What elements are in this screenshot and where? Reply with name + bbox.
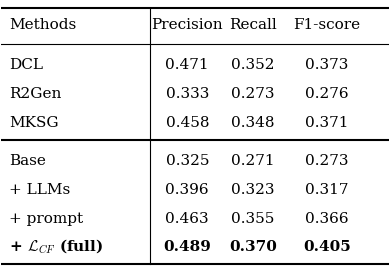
Text: 0.348: 0.348 [231,116,275,130]
Text: Recall: Recall [229,18,277,32]
Text: R2Gen: R2Gen [9,87,62,101]
Text: 0.489: 0.489 [163,240,211,254]
Text: 0.371: 0.371 [305,116,348,130]
Text: + LLMs: + LLMs [9,183,70,197]
Text: 0.276: 0.276 [305,87,349,101]
Text: Methods: Methods [9,18,76,32]
Text: 0.458: 0.458 [165,116,209,130]
Text: 0.352: 0.352 [231,58,275,72]
Text: 0.355: 0.355 [231,212,275,226]
Text: 0.325: 0.325 [165,154,209,168]
Text: 0.471: 0.471 [165,58,209,72]
Text: Base: Base [9,154,46,168]
Text: 0.370: 0.370 [229,240,277,254]
Text: 0.273: 0.273 [231,87,275,101]
Text: 0.366: 0.366 [305,212,349,226]
Text: 0.271: 0.271 [231,154,275,168]
Text: MKSG: MKSG [9,116,59,130]
Text: 0.405: 0.405 [303,240,351,254]
Text: 0.396: 0.396 [165,183,209,197]
Text: DCL: DCL [9,58,43,72]
Text: + $\mathcal{L}_{CF}$ (full): + $\mathcal{L}_{CF}$ (full) [9,238,103,256]
Text: + prompt: + prompt [9,212,83,226]
Text: 0.463: 0.463 [165,212,209,226]
Text: F1-score: F1-score [293,18,360,32]
Text: Precision: Precision [151,18,223,32]
Text: 0.333: 0.333 [166,87,209,101]
Text: 0.323: 0.323 [231,183,275,197]
Text: 0.317: 0.317 [305,183,348,197]
Text: 0.273: 0.273 [305,154,348,168]
Text: 0.373: 0.373 [305,58,348,72]
